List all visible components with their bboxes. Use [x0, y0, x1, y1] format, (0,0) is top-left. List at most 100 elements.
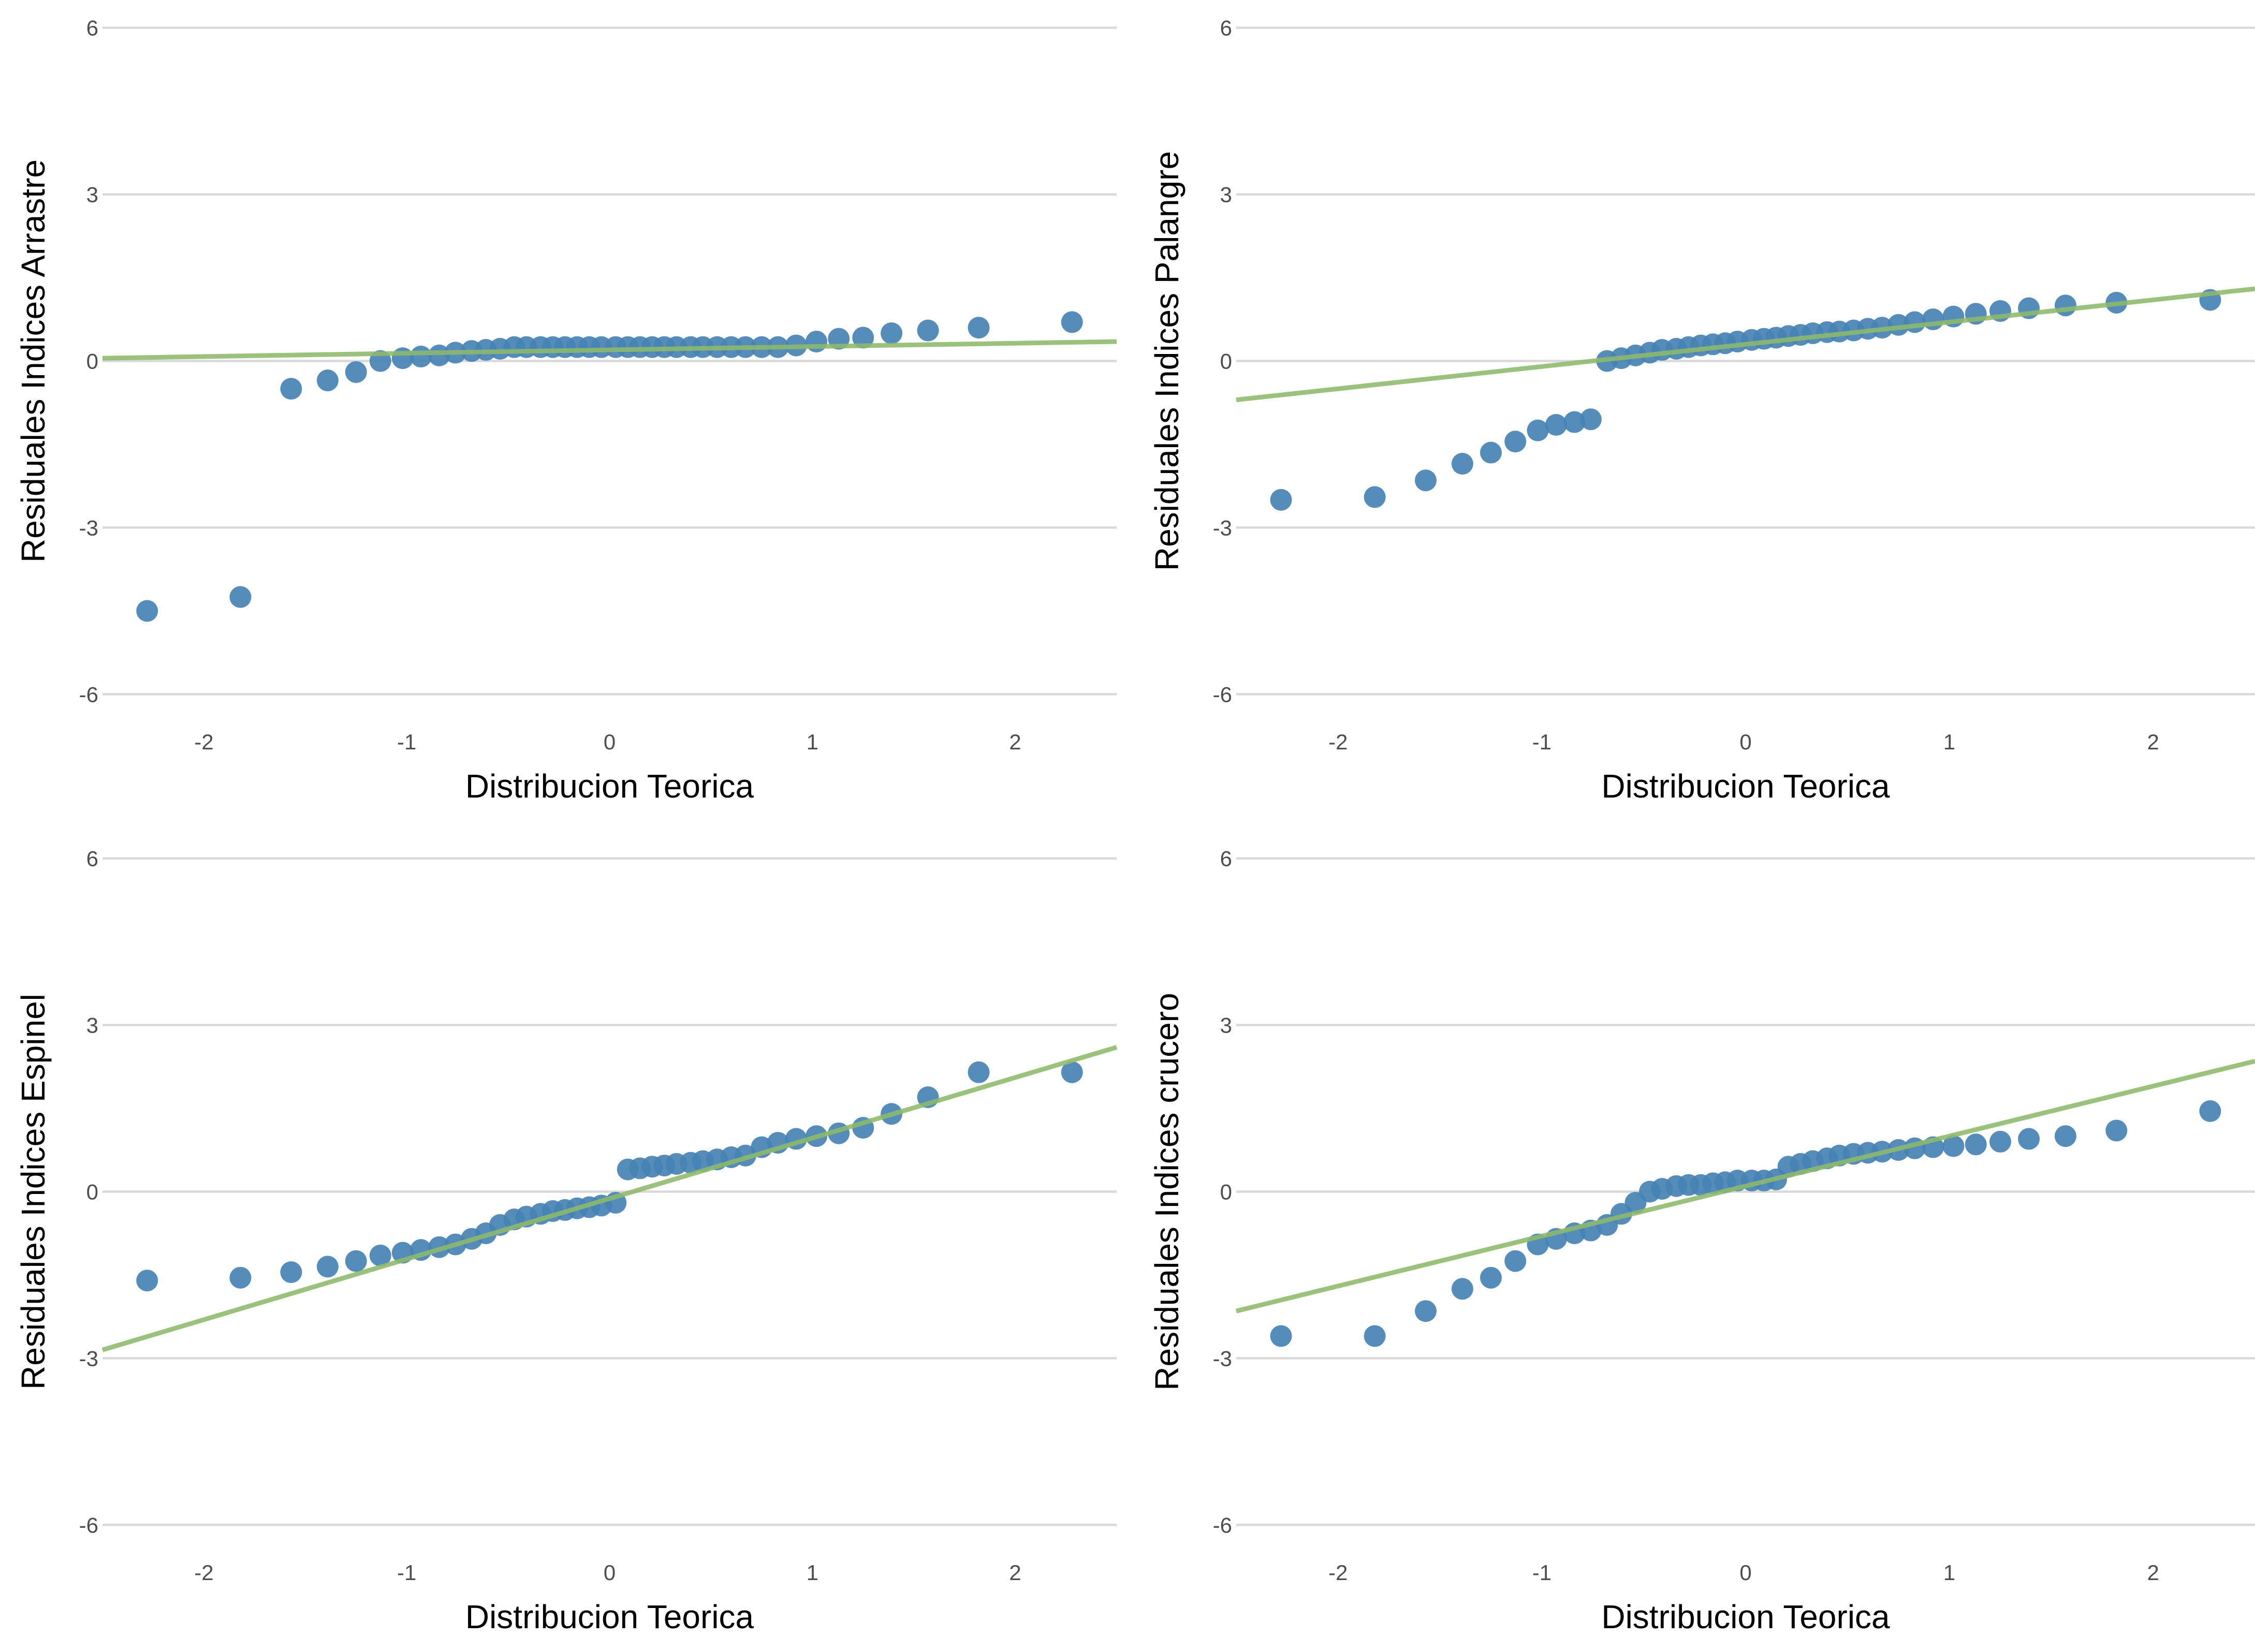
- x-tick-label: 1: [807, 730, 818, 754]
- data-point: [1965, 1133, 1987, 1156]
- y-tick-label: 3: [86, 1013, 98, 1038]
- data-point: [1989, 1130, 2011, 1153]
- data-point: [316, 370, 339, 392]
- y-tick-label: 6: [1220, 847, 1232, 871]
- x-axis-label: Distribucion Teorica: [1601, 1598, 1890, 1635]
- x-tick-label: 0: [1739, 1560, 1751, 1585]
- data-point: [1504, 1250, 1527, 1272]
- x-tick-label: -1: [1532, 1560, 1551, 1585]
- data-point: [1451, 1278, 1473, 1300]
- y-tick-label: -3: [1213, 515, 1232, 540]
- data-point: [1480, 1266, 1502, 1289]
- data-point: [2105, 1119, 2128, 1142]
- x-tick-label: -1: [397, 1560, 416, 1585]
- x-tick-label: 0: [604, 730, 616, 754]
- data-point: [1061, 1061, 1083, 1083]
- y-tick-label: 6: [86, 16, 98, 40]
- panel-2: -6 -3 0 3 6 -2 -1 0 1 2 Distribucion Teorica Residu…: [1148, 16, 2255, 805]
- data-point: [1563, 411, 1586, 433]
- data-point: [1415, 469, 1437, 492]
- data-point: [1270, 1325, 1292, 1347]
- reference-line: [101, 1045, 1118, 1352]
- data-point: [1942, 1135, 1965, 1157]
- x-tick-label: -1: [397, 730, 416, 754]
- y-tick-label: -3: [79, 515, 98, 540]
- data-point: [2199, 1100, 2221, 1122]
- x-tick-label: 1: [1943, 730, 1955, 754]
- x-tick-label: 2: [2147, 730, 2159, 754]
- data-point: [1364, 486, 1386, 508]
- y-tick-label: 6: [1220, 16, 1232, 40]
- data-point: [345, 1250, 367, 1272]
- data-point: [229, 586, 252, 608]
- reference-line: [1235, 1058, 2255, 1314]
- y-axis-label: Residuales Indices Palangre: [1148, 151, 1185, 571]
- data-point: [1061, 311, 1083, 333]
- data-point: [1545, 414, 1567, 436]
- x-tick-label: 2: [1009, 730, 1021, 754]
- x-tick-label: 2: [2147, 1560, 2159, 1585]
- y-tick-label: 3: [1220, 183, 1232, 207]
- panel-1: -6 -3 0 3 6 -2 -1 0 1 2 Distribucion Teorica Residu…: [14, 16, 1117, 805]
- x-tick-label: 2: [1009, 1560, 1021, 1585]
- data-point: [806, 330, 828, 352]
- data-point: [1364, 1325, 1386, 1347]
- y-axis-label: Residuales Indices Arrastre: [14, 159, 52, 563]
- data-point: [136, 1270, 158, 1292]
- data-point: [2054, 294, 2076, 317]
- y-tick-label: 3: [86, 183, 98, 207]
- data-point: [852, 327, 874, 349]
- data-point: [136, 600, 158, 622]
- data-point: [1415, 1300, 1437, 1322]
- x-tick-label: 1: [1943, 1560, 1955, 1585]
- y-tick-label: -6: [1213, 1513, 1232, 1537]
- y-tick-label: 0: [86, 1180, 98, 1204]
- x-tick-label: 0: [604, 1560, 616, 1585]
- data-point: [316, 1256, 339, 1278]
- data-point: [881, 322, 903, 344]
- y-tick-label: -6: [79, 1513, 98, 1537]
- y-tick-label: 0: [1220, 1180, 1232, 1204]
- y-axis-label: Residuales Indices Espinel: [14, 994, 52, 1390]
- data-point: [968, 1061, 990, 1083]
- data-point: [345, 361, 367, 383]
- x-tick-label: 0: [1739, 730, 1751, 754]
- data-point: [280, 1261, 302, 1284]
- y-tick-label: -6: [1213, 682, 1232, 706]
- y-tick-label: 3: [1220, 1013, 1232, 1038]
- data-point: [1480, 441, 1502, 464]
- data-point: [280, 378, 302, 400]
- x-axis-label: Distribucion Teorica: [1601, 768, 1890, 805]
- data-point: [1451, 453, 1473, 475]
- data-point: [917, 319, 939, 342]
- x-tick-label: -2: [1328, 730, 1348, 754]
- y-tick-label: 0: [1220, 349, 1232, 374]
- y-tick-label: 0: [86, 349, 98, 374]
- x-tick-label: -2: [194, 730, 213, 754]
- y-tick-label: -6: [79, 682, 98, 706]
- data-point: [1527, 419, 1549, 441]
- panel-3: -6 -3 0 3 6 -2 -1 0 1 2 Distribucion Teorica Residu…: [14, 847, 1118, 1635]
- x-tick-label: 1: [807, 1560, 818, 1585]
- reference-line: [102, 339, 1117, 361]
- reference-line: [1236, 286, 2255, 403]
- data-point: [1270, 489, 1292, 511]
- x-tick-label: -2: [1328, 1560, 1348, 1585]
- panel-4: -6 -3 0 3 6 -2 -1 0 1 2 Distribucion Teorica Residu…: [1148, 847, 2255, 1635]
- y-axis-label: Residuales Indices crucero: [1148, 993, 1185, 1390]
- data-point: [229, 1266, 252, 1289]
- y-tick-label: -3: [79, 1346, 98, 1370]
- x-axis-label: Distribucion Teorica: [465, 1598, 754, 1635]
- data-point: [968, 317, 990, 339]
- x-tick-label: -1: [1532, 730, 1551, 754]
- data-point: [1579, 408, 1602, 431]
- data-point: [1504, 431, 1527, 453]
- y-tick-label: -3: [1213, 1346, 1232, 1370]
- data-point: [428, 344, 450, 366]
- data-point: [369, 1244, 391, 1266]
- x-axis-label: Distribucion Teorica: [465, 768, 754, 805]
- data-point: [1903, 311, 1926, 333]
- data-point: [2018, 1128, 2040, 1150]
- y-tick-label: 6: [86, 847, 98, 871]
